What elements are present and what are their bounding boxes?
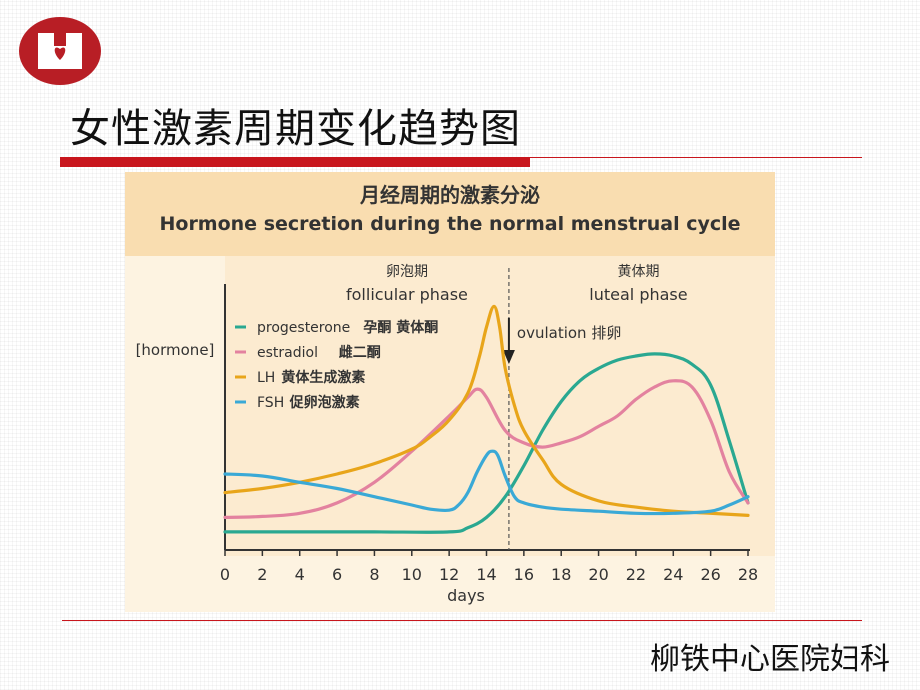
y-axis-label: [hormone] — [136, 341, 215, 359]
estradiol-legend-label-cn: 雌二酮 — [339, 344, 381, 361]
progesterone-line — [223, 352, 750, 534]
fsh-legend-label: FSH — [257, 395, 284, 411]
chart-title-cn: 月经周期的激素分泌 — [359, 183, 540, 207]
x-tick-label: 10 — [402, 565, 422, 584]
fsh-legend-label-cn: 促卵泡激素 — [289, 394, 360, 411]
title-rule-thick — [60, 157, 530, 167]
phase-label-follicular-en: follicular phase — [346, 285, 468, 304]
hormone-chart: 月经周期的激素分泌 Hormone secretion during the n… — [125, 172, 775, 612]
x-tick-label: 16 — [514, 565, 534, 584]
ovulation-arrow-head — [502, 350, 515, 364]
x-tick-label: 28 — [738, 565, 758, 584]
x-tick-label: 0 — [220, 565, 230, 584]
x-tick-label: 6 — [332, 565, 342, 584]
lh-legend-label-cn: 黄体生成激素 — [281, 369, 365, 386]
progesterone-legend-label-cn: 孕酮 黄体酮 — [363, 319, 438, 336]
plot-area: 0 2 4 6 8 10 12 14 16 18 20 22 24 26 28 — [220, 268, 758, 584]
chart-legend: progesterone 孕酮 黄体酮 estradiol 雌二酮 LH 黄体生成激素 FS… — [235, 319, 438, 411]
x-tick-label: 24 — [663, 565, 683, 584]
fsh-line — [223, 449, 750, 516]
lh-line — [223, 304, 750, 517]
x-tick-label: 12 — [439, 565, 459, 584]
lh-legend-label: LH — [257, 370, 275, 386]
page-title: 女性激素周期变化趋势图 — [70, 106, 521, 152]
chart-header-band — [125, 172, 775, 256]
chart-svg: 月经周期的激素分泌 Hormone secretion during the n… — [125, 172, 775, 612]
x-tick-label: 8 — [369, 565, 379, 584]
x-tick-label: 4 — [295, 565, 305, 584]
logo-left-block — [38, 33, 54, 69]
estradiol-legend-label: estradiol — [257, 345, 318, 361]
phase-label-luteal-en: luteal phase — [589, 285, 687, 304]
x-tick-label: 26 — [700, 565, 720, 584]
progesterone-legend-label: progesterone — [257, 320, 350, 336]
heart-icon — [54, 47, 66, 60]
x-tick-label: 18 — [551, 565, 571, 584]
x-tick-label: 22 — [626, 565, 646, 584]
x-tick-label: 14 — [476, 565, 496, 584]
phase-label-follicular-cn: 卵泡期 — [386, 264, 428, 280]
footer-text: 柳铁中心医院妇科 — [650, 642, 890, 677]
chart-title-en: Hormone secretion during the normal mens… — [159, 213, 740, 235]
phase-label-luteal-cn: 黄体期 — [617, 263, 659, 280]
hospital-logo — [18, 16, 102, 86]
ovulation-label: ovulation 排卵 — [517, 324, 621, 342]
x-tick-label: 2 — [257, 565, 267, 584]
footer-rule — [62, 620, 862, 621]
title-rule-thin — [530, 157, 862, 158]
x-tick-label: 20 — [588, 565, 608, 584]
logo-right-block — [66, 33, 82, 69]
x-axis-label: days — [447, 586, 485, 605]
